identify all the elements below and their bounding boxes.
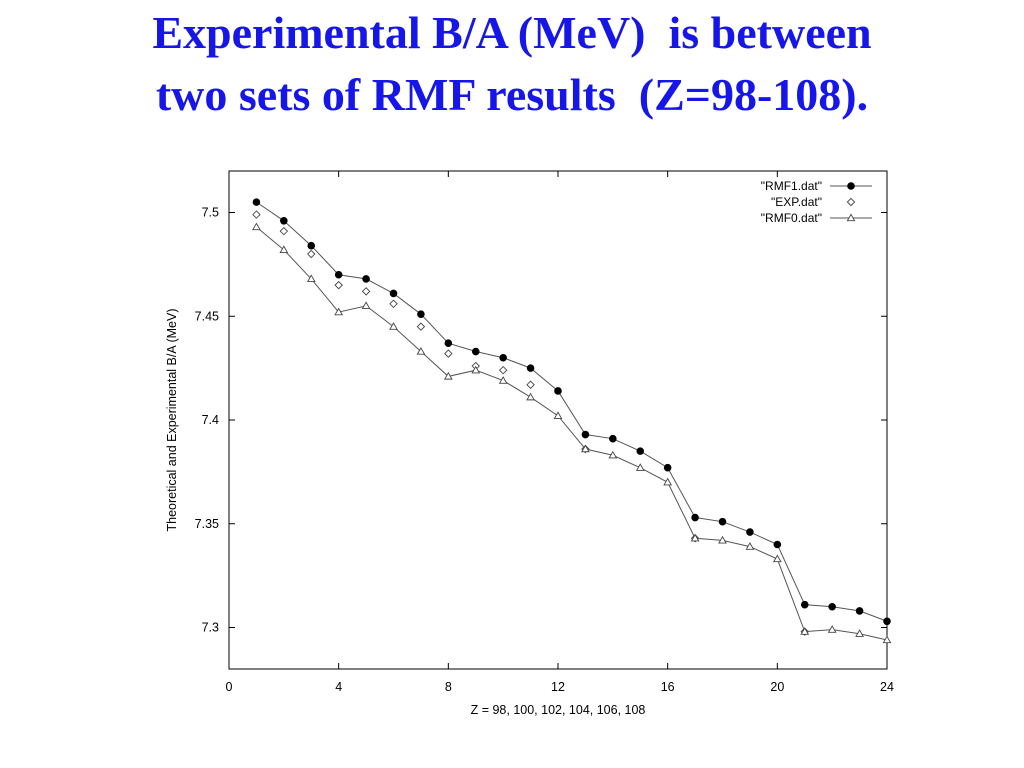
data-point <box>444 349 453 358</box>
x-tick-label: 20 <box>770 680 784 694</box>
data-point <box>334 270 343 279</box>
data-point <box>554 387 562 395</box>
data-point <box>800 600 809 609</box>
data-point <box>307 241 316 250</box>
y-tick-label: 7.45 <box>195 309 219 323</box>
data-point <box>855 607 864 615</box>
legend-marker <box>847 182 855 190</box>
data-point <box>581 444 590 453</box>
x-tick-label: 24 <box>880 680 894 694</box>
plot-frame <box>228 170 888 670</box>
data-point <box>883 617 891 626</box>
x-tick-label: 16 <box>661 680 675 694</box>
legend-marker <box>846 213 856 222</box>
data-point <box>609 434 617 443</box>
slide-title: Experimental B/A (MeV) is between two se… <box>0 2 1024 126</box>
data-point <box>773 540 782 549</box>
slide-title-line-2: two sets of RMF results (Z=98-108). <box>155 69 869 120</box>
data-point <box>718 517 727 526</box>
data-point <box>362 275 370 283</box>
series-line <box>256 226 888 641</box>
data-point <box>389 289 398 298</box>
x-tick-label: 8 <box>445 680 452 694</box>
data-point <box>526 392 535 401</box>
data-point <box>252 210 261 219</box>
data-point <box>498 365 508 375</box>
data-point <box>745 542 755 550</box>
data-point <box>526 364 535 372</box>
data-point <box>389 322 398 330</box>
data-point <box>389 299 398 309</box>
data-point <box>361 287 371 296</box>
data-point <box>334 280 343 290</box>
legend-marker <box>846 197 856 207</box>
data-point <box>306 274 316 283</box>
data-point <box>746 528 754 536</box>
data-point <box>553 411 563 419</box>
data-point <box>828 602 836 611</box>
legend-label: "RMF1.dat" <box>761 179 822 193</box>
x-axis-label: Z = 98, 100, 102, 104, 106, 108 <box>471 703 646 717</box>
data-point <box>526 380 535 389</box>
legend: "RMF1.dat" "EXP.dat" "RMF0.dat" <box>761 179 872 225</box>
x-tick-label: 4 <box>335 680 342 694</box>
y-tick-label: 7.35 <box>195 517 219 531</box>
data-point <box>416 347 426 355</box>
data-point <box>855 629 864 637</box>
data-point <box>608 450 618 459</box>
series-0 <box>252 198 891 626</box>
x-tick-label: 0 <box>226 680 233 694</box>
y-tick-label: 7.5 <box>202 206 219 220</box>
legend-label: "EXP.dat" <box>771 195 822 209</box>
axis-ticks: 0 4 8 12 16 20 24 7.3 7.35 7.4 7.45 7.5 <box>195 171 894 694</box>
data-point <box>800 627 810 635</box>
data-point <box>690 533 700 542</box>
data-point <box>718 535 727 544</box>
data-point <box>636 447 645 455</box>
data-point <box>691 513 699 522</box>
series-2 <box>252 222 892 644</box>
data-point <box>252 222 261 231</box>
x-tick-label: 12 <box>551 680 565 694</box>
data-point <box>471 365 481 374</box>
data-point <box>772 554 782 563</box>
data-point <box>471 347 480 356</box>
data-point <box>444 339 453 348</box>
data-point <box>827 625 837 633</box>
data-point <box>635 463 645 471</box>
slide-title-line-1: Experimental B/A (MeV) is between <box>152 7 872 58</box>
y-tick-label: 7.3 <box>202 621 219 635</box>
data-point <box>280 217 288 225</box>
data-point <box>416 322 426 331</box>
data-point <box>498 376 508 384</box>
data-point <box>361 301 371 310</box>
y-axis-label: Theoretical and Experimental B/A (MeV) <box>165 308 179 531</box>
data-point <box>581 430 590 439</box>
series-line <box>256 201 888 622</box>
data-point <box>882 635 892 644</box>
series-layer <box>252 198 892 644</box>
data-point <box>279 226 289 236</box>
data-point <box>417 310 425 318</box>
data-point <box>307 249 316 259</box>
data-point <box>499 353 507 362</box>
y-tick-label: 7.4 <box>202 413 219 427</box>
data-point <box>334 307 344 316</box>
data-point <box>663 463 672 472</box>
data-point <box>252 198 261 206</box>
data-point <box>663 477 673 486</box>
data-point <box>279 245 289 254</box>
data-point <box>443 371 453 380</box>
legend-label: "RMF0.dat" <box>761 211 822 225</box>
